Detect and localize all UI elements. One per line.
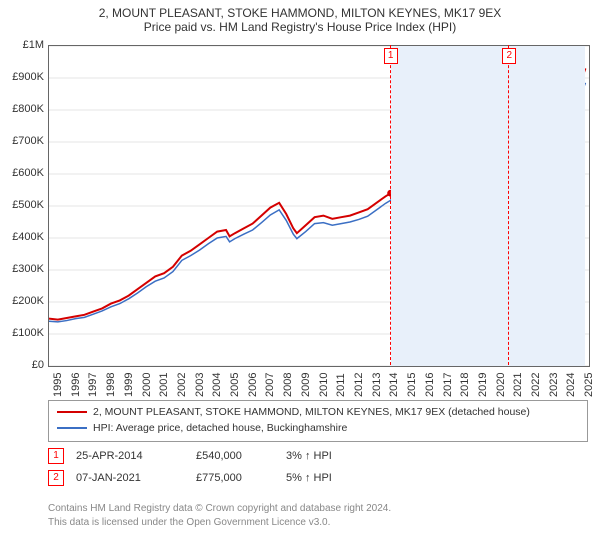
x-tick-label: 2022 <box>530 373 542 397</box>
y-tick-label: £700K <box>6 135 44 147</box>
tx-date: 07-JAN-2021 <box>76 472 196 484</box>
x-tick-label: 2020 <box>495 373 507 397</box>
tx-marker-box: 2 <box>48 470 64 486</box>
x-tick-label: 2016 <box>424 373 436 397</box>
x-tick-label: 2025 <box>583 373 595 397</box>
x-tick-label: 2019 <box>477 373 489 397</box>
legend-swatch <box>57 427 87 429</box>
x-tick-label: 2017 <box>442 373 454 397</box>
y-tick-label: £100K <box>6 327 44 339</box>
chart-title: 2, MOUNT PLEASANT, STOKE HAMMOND, MILTON… <box>0 0 600 20</box>
x-tick-label: 2015 <box>406 373 418 397</box>
shaded-region <box>391 46 586 366</box>
marker-label: 1 <box>384 48 398 64</box>
y-tick-label: £200K <box>6 295 44 307</box>
legend: 2, MOUNT PLEASANT, STOKE HAMMOND, MILTON… <box>48 400 588 442</box>
transaction-row: 1 25-APR-2014£540,0003% ↑ HPI <box>48 448 332 464</box>
y-tick-label: £300K <box>6 263 44 275</box>
y-tick-label: £600K <box>6 167 44 179</box>
x-tick-label: 2010 <box>318 373 330 397</box>
x-tick-label: 2018 <box>459 373 471 397</box>
x-tick-label: 1998 <box>105 373 117 397</box>
chart-subtitle: Price paid vs. HM Land Registry's House … <box>0 20 600 38</box>
tx-price: £540,000 <box>196 450 286 462</box>
y-tick-label: £800K <box>6 103 44 115</box>
y-tick-label: £900K <box>6 71 44 83</box>
y-tick-label: £1M <box>6 39 44 51</box>
y-tick-label: £0 <box>6 359 44 371</box>
footer-line: This data is licensed under the Open Gov… <box>48 516 391 530</box>
legend-label: 2, MOUNT PLEASANT, STOKE HAMMOND, MILTON… <box>93 406 530 418</box>
marker-vline <box>390 45 391 365</box>
x-tick-label: 2024 <box>565 373 577 397</box>
x-tick-label: 2023 <box>548 373 560 397</box>
x-tick-label: 2011 <box>335 373 347 397</box>
legend-label: HPI: Average price, detached house, Buck… <box>93 422 347 434</box>
tx-price: £775,000 <box>196 472 286 484</box>
legend-row: HPI: Average price, detached house, Buck… <box>57 421 579 437</box>
x-tick-label: 1996 <box>70 373 82 397</box>
x-tick-label: 2021 <box>512 373 524 397</box>
legend-swatch <box>57 411 87 413</box>
x-tick-label: 2007 <box>264 373 276 397</box>
footer-line: Contains HM Land Registry data © Crown c… <box>48 502 391 516</box>
x-tick-label: 2009 <box>300 373 312 397</box>
x-tick-label: 2001 <box>158 373 170 397</box>
marker-vline <box>508 45 509 365</box>
marker-label: 2 <box>502 48 516 64</box>
x-tick-label: 2012 <box>353 373 365 397</box>
x-tick-label: 2004 <box>211 373 223 397</box>
tx-date: 25-APR-2014 <box>76 450 196 462</box>
x-tick-label: 2008 <box>282 373 294 397</box>
x-tick-label: 2000 <box>141 373 153 397</box>
legend-row: 2, MOUNT PLEASANT, STOKE HAMMOND, MILTON… <box>57 405 579 421</box>
x-tick-label: 2013 <box>371 373 383 397</box>
x-tick-label: 2006 <box>247 373 259 397</box>
transaction-row: 2 07-JAN-2021£775,0005% ↑ HPI <box>48 470 332 486</box>
y-tick-label: £500K <box>6 199 44 211</box>
x-tick-label: 2005 <box>229 373 241 397</box>
x-tick-label: 2002 <box>176 373 188 397</box>
x-tick-label: 1999 <box>123 373 135 397</box>
tx-marker-box: 1 <box>48 448 64 464</box>
price-index-chart: 2, MOUNT PLEASANT, STOKE HAMMOND, MILTON… <box>0 0 600 560</box>
license-footer: Contains HM Land Registry data © Crown c… <box>48 502 391 530</box>
x-tick-label: 1997 <box>87 373 99 397</box>
tx-delta: 5% ↑ HPI <box>286 472 332 484</box>
y-tick-label: £400K <box>6 231 44 243</box>
x-tick-label: 2014 <box>388 373 400 397</box>
x-tick-label: 2003 <box>194 373 206 397</box>
x-tick-label: 1995 <box>52 373 64 397</box>
tx-delta: 3% ↑ HPI <box>286 450 332 462</box>
